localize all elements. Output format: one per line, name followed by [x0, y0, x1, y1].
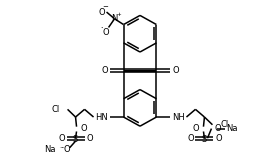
Text: O: O [172, 66, 179, 75]
Text: O: O [86, 134, 93, 143]
Text: •: • [100, 27, 103, 31]
Text: HN: HN [95, 113, 108, 122]
Text: O: O [58, 134, 65, 143]
Text: O: O [63, 145, 70, 154]
Text: Na: Na [226, 124, 237, 133]
Text: O: O [98, 8, 105, 16]
Text: N: N [111, 14, 118, 23]
Text: O: O [101, 66, 108, 75]
Text: O: O [81, 124, 87, 133]
Text: Cl: Cl [51, 105, 60, 114]
Text: S: S [202, 135, 207, 144]
Text: S: S [73, 135, 78, 144]
Text: O: O [193, 124, 199, 133]
Text: Na: Na [44, 145, 55, 154]
Text: Cl: Cl [220, 120, 229, 129]
Text: O: O [215, 134, 222, 143]
Text: O: O [187, 134, 194, 143]
Text: NH: NH [172, 113, 185, 122]
Text: O: O [102, 28, 109, 37]
Text: −: − [102, 4, 108, 10]
Text: O: O [214, 124, 221, 133]
Text: +: + [117, 12, 122, 17]
